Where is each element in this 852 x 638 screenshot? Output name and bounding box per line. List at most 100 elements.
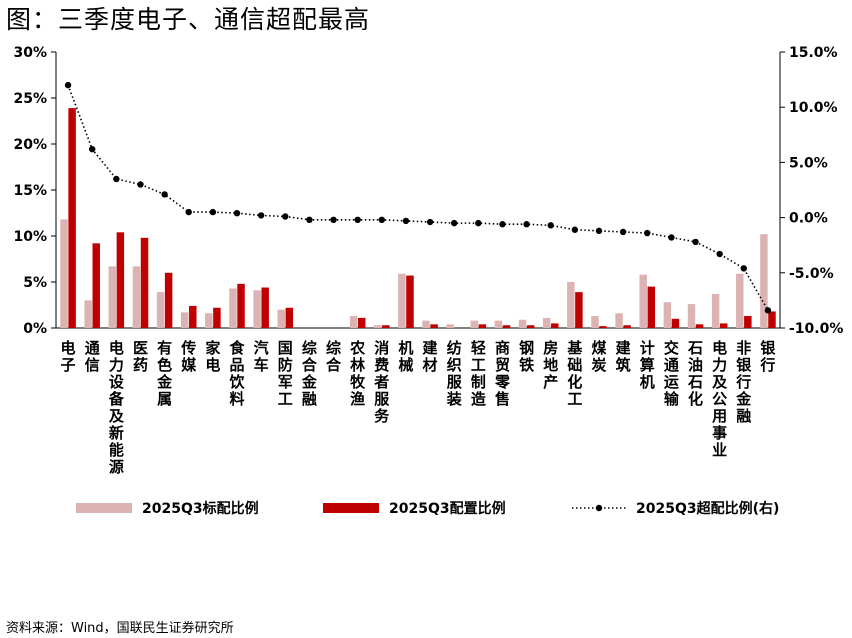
bar-allocation (189, 305, 197, 328)
excess-point (475, 219, 482, 227)
chart-title: 图：三季度电子、通信超配最高 (6, 5, 371, 34)
bar-allocation (285, 307, 294, 328)
bar-standard (253, 290, 261, 328)
excess-point (595, 227, 603, 235)
bar-standard (374, 325, 382, 328)
excess-point (306, 216, 313, 224)
excess-point (523, 221, 530, 228)
legend-label-excess: 2025Q3超配比例(右) (636, 500, 779, 517)
bar-standard (567, 282, 575, 328)
category-label: 煤炭 (591, 339, 606, 374)
bar-allocation (213, 307, 221, 328)
chart: 0% 5% 10% 15% 20% 25% 30% -10.0% -5.0% 0.0% 5.0% 10… (13, 45, 843, 517)
bar-allocation (430, 324, 438, 328)
category-label: 家电 (205, 339, 220, 374)
bar-standard (615, 313, 623, 328)
excess-point (619, 228, 627, 236)
category-label: 医药 (133, 339, 148, 374)
bar-allocation (92, 243, 100, 328)
category-label: 汽车 (254, 339, 269, 374)
excess-point (426, 218, 434, 226)
category-label: 电力设备及新能源 (108, 339, 125, 476)
bars (60, 108, 776, 329)
bar-allocation (68, 108, 76, 329)
category-label: 轻工制造 (471, 339, 486, 408)
excess-point (716, 250, 723, 258)
legend-swatch-standard (76, 503, 132, 513)
left-tick-label: 30% (13, 45, 47, 61)
right-tick-label: 0.0% (789, 211, 828, 227)
bar-standard (711, 293, 720, 328)
bar-standard (446, 324, 454, 328)
category-label: 非银行金融 (735, 339, 752, 425)
bar-allocation (164, 272, 173, 328)
bar-standard (639, 274, 647, 328)
category-label: 基础化工 (566, 339, 583, 408)
bar-standard (60, 219, 68, 328)
bar-standard (760, 234, 768, 328)
bar-standard (591, 316, 599, 328)
category-label: 通信 (85, 339, 100, 374)
bar-standard (422, 320, 430, 328)
category-label: 有色金属 (156, 339, 173, 408)
bar-allocation (744, 316, 752, 328)
excess-point (89, 145, 96, 153)
category-label: 建材 (423, 339, 439, 374)
left-tick-label: 5% (23, 275, 47, 291)
bar-allocation (237, 283, 245, 328)
category-label: 综合金融 (301, 339, 318, 408)
category-label: 农林牧渔 (349, 339, 366, 408)
excess-point (740, 265, 747, 272)
right-tick-label: 15.0% (789, 45, 838, 61)
bar-standard (108, 266, 117, 328)
left-tick-label: 15% (13, 183, 47, 199)
excess-point (209, 208, 217, 216)
excess-point (185, 208, 192, 216)
bar-allocation (478, 324, 487, 328)
excess-point (137, 181, 144, 188)
bar-allocation (526, 325, 535, 328)
bar-allocation (623, 325, 631, 328)
bar-allocation (502, 325, 511, 328)
category-label: 电力及公用事业 (712, 339, 728, 459)
category-label: 建筑 (615, 339, 632, 374)
category-label: 消费者服务 (374, 339, 390, 425)
bar-allocation (261, 287, 269, 328)
bar-allocation (575, 292, 583, 328)
bar-standard (180, 312, 189, 328)
bar-standard (229, 288, 237, 328)
excess-point (668, 234, 675, 241)
excess-point (499, 221, 506, 228)
bar-standard (398, 273, 406, 328)
category-label: 交通运输 (664, 339, 680, 408)
bar-allocation (140, 237, 149, 328)
bar-standard (205, 313, 213, 328)
legend-swatch-allocation (323, 503, 379, 513)
bar-allocation (357, 317, 366, 328)
bar-standard (156, 292, 165, 328)
category-label: 计算机 (640, 339, 655, 391)
category-label: 食品饮料 (228, 339, 245, 408)
bar-allocation (768, 311, 776, 328)
legend-label-allocation: 2025Q3配置比例 (389, 500, 506, 517)
left-tick-label: 0% (23, 321, 47, 337)
excess-point (113, 175, 120, 183)
excess-line (64, 81, 772, 314)
excess-point (378, 216, 385, 224)
legend-marker-excess (595, 504, 603, 512)
excess-point (354, 216, 361, 224)
bar-allocation (116, 232, 125, 328)
excess-point (644, 229, 651, 237)
bar-allocation (695, 324, 704, 328)
bar-standard (736, 273, 744, 328)
bar-allocation (647, 286, 656, 328)
bar-standard (349, 316, 358, 328)
category-label: 电子 (61, 339, 76, 374)
excess-point (692, 238, 699, 246)
bar-standard (542, 317, 551, 328)
category-label: 纺织服装 (446, 339, 463, 408)
excess-point (330, 216, 337, 224)
right-tick-label: -10.0% (789, 321, 843, 337)
bar-standard (663, 302, 672, 328)
category-label: 房地产 (543, 339, 558, 391)
